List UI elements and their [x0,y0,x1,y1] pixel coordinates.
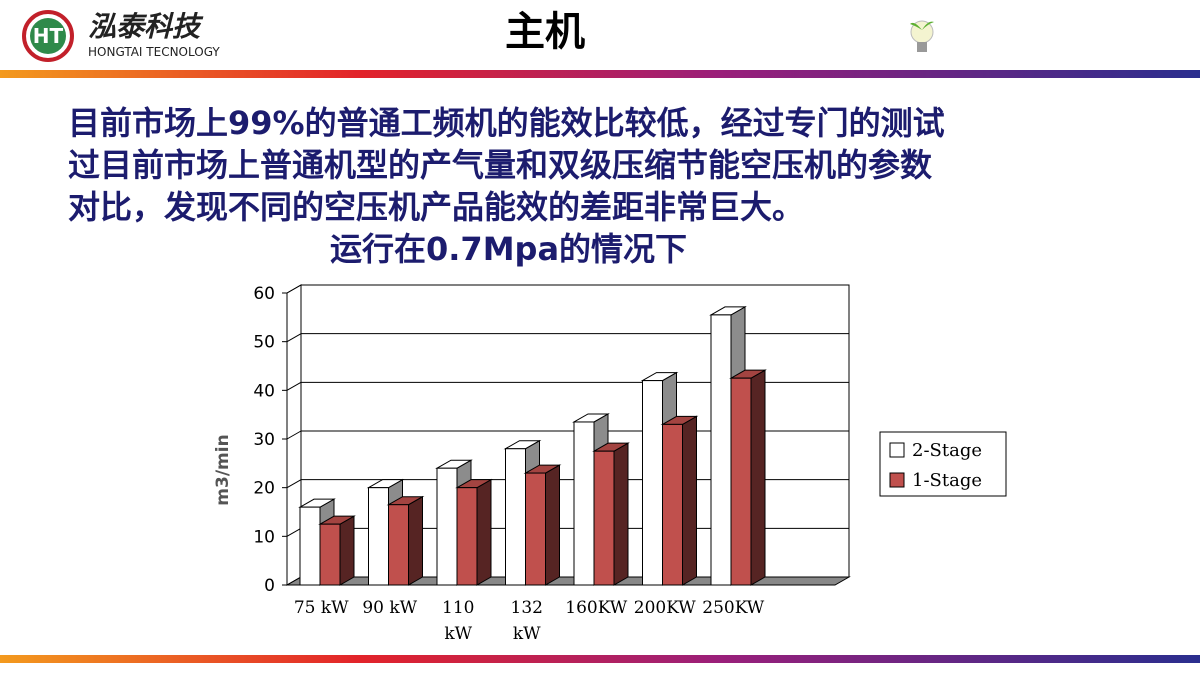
y-axis-label: m3/min [213,434,233,505]
bar-side [476,478,492,586]
legend-label: 2-Stage [912,440,982,461]
y-tick-label: 60 [253,284,275,304]
x-tick-label: 200KW [633,598,696,618]
y-tick-label: 50 [253,333,275,353]
bar-front [525,472,546,586]
x-tick-label: 90 kW [362,598,418,618]
brand: 泓泰科技 [88,10,204,43]
subtitle: 运行在0.7Mpa的情况下 [330,230,687,268]
bar-front [319,523,341,586]
bar-front [642,380,663,586]
bar-front [388,504,409,586]
bar-side [682,415,697,586]
y-tick-label: 0 [264,576,275,596]
bar-side [408,495,423,586]
body-line: 对比，发现不同的空压机产品能效的差距非常巨大。 [68,188,804,226]
grid-line [286,479,302,489]
grid-line [286,430,302,440]
bar-front [299,506,321,586]
legend-swatch [889,472,905,488]
x-tick-label: 110 kW [442,598,475,644]
bar [455,478,493,586]
bar [660,415,699,586]
x-tick-label: 250KW [702,598,765,618]
bottom-band [0,655,1200,663]
y-tick-label: 20 [253,479,275,499]
bar-front [505,448,526,586]
body-line: 过目前市场上普通机型的产气量和双级压缩节能空压机的参数 [68,146,933,184]
x-tick-label: 132 kW [510,598,543,644]
bar [729,369,767,586]
grid-line [286,527,302,537]
grid-line [286,333,302,343]
bar [592,442,630,586]
bar-front [456,487,478,586]
bar [386,495,425,586]
grid-line [286,284,302,294]
bar [318,515,356,586]
y-tick-label: 40 [253,381,275,401]
x-tick-label: 160KW [565,598,628,618]
bar-front [368,487,389,586]
bar-front [593,450,615,586]
bar-front [573,421,595,586]
grid-line [286,576,302,586]
brand-en: HONGTAI TECNOLOGY [88,45,220,59]
top-band [0,70,1200,78]
x-tick-label: 75 kW [293,598,349,618]
bar-front [436,467,458,586]
y-tick-label: 30 [253,430,275,450]
logo-text: HT [33,24,64,48]
bar-side [613,442,629,586]
y-tick-label: 10 [253,527,275,547]
legend-label: 1-Stage [912,470,982,491]
body-line: 目前市场上99%的普通工频机的能效比较低，经过专门的测试 [68,104,945,142]
bar-front [710,314,732,586]
bar-front [730,377,752,586]
bar-side [545,464,560,586]
grid-line [286,381,302,391]
slide-title: 主机 [505,9,585,55]
logo: HT 泓泰科技 HONGTAI TECNOLOGY [22,10,220,62]
bar-front [662,423,683,586]
bar-side [750,369,766,586]
legend-swatch [889,442,905,458]
bulb-icon [910,20,934,52]
bar-side [339,515,355,586]
bar [523,464,562,586]
